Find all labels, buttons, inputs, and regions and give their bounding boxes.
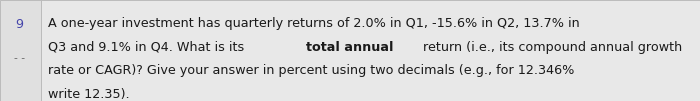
Text: total annual: total annual bbox=[306, 41, 393, 54]
Text: write 12.35).: write 12.35). bbox=[48, 88, 130, 101]
Text: return (i.e., its compound annual growth: return (i.e., its compound annual growth bbox=[419, 41, 682, 54]
Text: rate or CAGR)? Give your answer in percent using two decimals (e.g., for 12.346%: rate or CAGR)? Give your answer in perce… bbox=[48, 64, 574, 77]
Text: Q3 and 9.1% in Q4. What is its: Q3 and 9.1% in Q4. What is its bbox=[48, 41, 248, 54]
Text: - -: - - bbox=[14, 53, 25, 63]
Text: A one-year investment has quarterly returns of 2.0% in Q1, -15.6% in Q2, 13.7% i: A one-year investment has quarterly retu… bbox=[48, 17, 580, 30]
Bar bbox=[0, 0, 41, 101]
Text: 9: 9 bbox=[15, 18, 24, 31]
